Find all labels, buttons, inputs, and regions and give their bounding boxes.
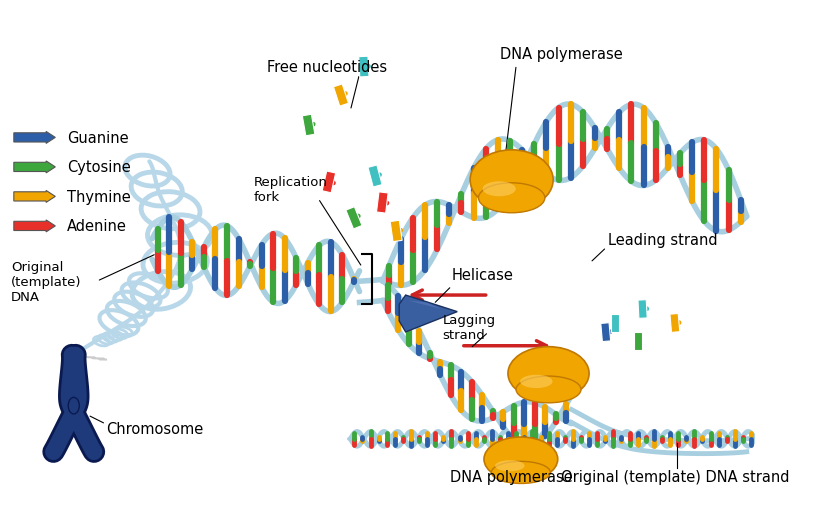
- Ellipse shape: [68, 397, 79, 414]
- Polygon shape: [634, 332, 642, 350]
- Text: Adenine: Adenine: [67, 219, 127, 234]
- Polygon shape: [638, 300, 647, 319]
- Text: Free nucleotides: Free nucleotides: [267, 60, 387, 75]
- Ellipse shape: [484, 437, 558, 481]
- Text: Lagging
strand: Lagging strand: [442, 314, 495, 341]
- Text: DNA polymerase: DNA polymerase: [450, 469, 572, 484]
- Text: Leading strand: Leading strand: [609, 233, 718, 248]
- Text: Thymine: Thymine: [67, 189, 131, 205]
- Polygon shape: [322, 172, 336, 193]
- Text: DNA polymerase: DNA polymerase: [500, 47, 622, 62]
- Polygon shape: [611, 314, 619, 332]
- Ellipse shape: [516, 376, 581, 403]
- Polygon shape: [390, 221, 402, 242]
- FancyArrow shape: [14, 132, 56, 144]
- Ellipse shape: [520, 375, 553, 388]
- Ellipse shape: [478, 183, 545, 213]
- Polygon shape: [601, 323, 611, 342]
- FancyArrow shape: [14, 191, 56, 203]
- FancyArrow shape: [14, 221, 56, 232]
- FancyArrow shape: [14, 162, 56, 174]
- Text: Replication
fork: Replication fork: [254, 176, 328, 204]
- Text: Guanine: Guanine: [67, 131, 129, 145]
- Text: Cytosine: Cytosine: [67, 160, 131, 175]
- Polygon shape: [409, 301, 441, 309]
- Text: Chromosome: Chromosome: [106, 421, 203, 436]
- Ellipse shape: [491, 462, 550, 483]
- Polygon shape: [346, 207, 362, 229]
- Polygon shape: [302, 115, 314, 136]
- Polygon shape: [333, 85, 348, 107]
- Polygon shape: [670, 314, 680, 333]
- Polygon shape: [359, 57, 369, 78]
- Polygon shape: [368, 166, 382, 187]
- Polygon shape: [399, 295, 457, 332]
- Text: Helicase: Helicase: [452, 268, 514, 283]
- Ellipse shape: [495, 461, 524, 471]
- Text: Original (template) DNA strand: Original (template) DNA strand: [560, 469, 789, 484]
- Text: Original
(template)
DNA: Original (template) DNA: [11, 260, 82, 303]
- Ellipse shape: [508, 347, 589, 400]
- Ellipse shape: [482, 182, 516, 197]
- Ellipse shape: [470, 150, 553, 211]
- Polygon shape: [377, 192, 388, 214]
